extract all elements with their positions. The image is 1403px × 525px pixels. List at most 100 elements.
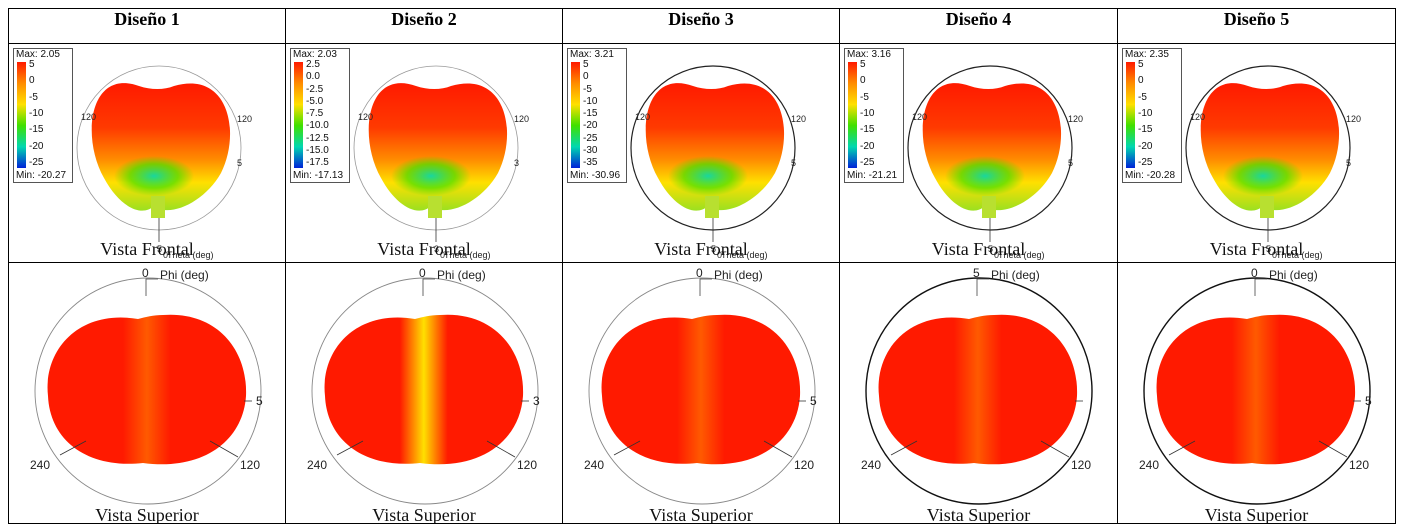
legend-min: Min: -30.96 bbox=[570, 170, 621, 181]
radius-bottom-label: 5 bbox=[711, 244, 716, 254]
legend-max: Max: 3.21 bbox=[570, 49, 614, 60]
radiation-lobe bbox=[1156, 314, 1356, 465]
phi-axis-title: Phi (deg) bbox=[1269, 268, 1318, 282]
gain-quantity-label: dB(GainTotal) bbox=[156, 261, 211, 262]
theta-axis-title: Theta (deg) bbox=[998, 250, 1045, 260]
legend-tick: -7.5 bbox=[306, 108, 324, 119]
phi-zero-label: 5 bbox=[973, 266, 980, 280]
color-legend: Max: 3.21 5 0 -5 -10 -15 -20 -25 -30 -35 Min: -30.… bbox=[567, 48, 627, 183]
theta-120-left-label: 120 bbox=[635, 112, 650, 122]
theta-120-right-label: 120 bbox=[1068, 114, 1083, 124]
top-radiation-plot: 0 Phi (deg) 3 240 120 bbox=[307, 266, 540, 505]
legend-min: Min: -17.13 bbox=[293, 170, 344, 181]
top-radiation-plot: 0 Phi (deg) 5 240 120 bbox=[30, 266, 263, 505]
phi-120-tick bbox=[1318, 440, 1348, 458]
radius-label: 5 bbox=[810, 394, 817, 408]
header-design-5: Diseño 5 bbox=[1117, 8, 1396, 44]
phi-axis-title: Phi (deg) bbox=[437, 268, 486, 282]
front-cell: Max: 2.35 5 0 -5 -10 -15 -20 -25 Min: -20.28 120 1… bbox=[1117, 43, 1396, 263]
phi-axis-line bbox=[422, 278, 435, 296]
phi-240-label: 240 bbox=[307, 458, 327, 472]
legend-tick: -5 bbox=[1138, 91, 1147, 103]
phi-240-label: 240 bbox=[584, 458, 604, 472]
polar-circle bbox=[311, 277, 539, 505]
legend-ticks: 5 0 -5 -10 -15 -20 -25 bbox=[29, 60, 71, 168]
phi-240-label: 240 bbox=[30, 458, 50, 472]
legend-tick: -5.0 bbox=[306, 95, 324, 107]
legend-tick: -12.5 bbox=[306, 132, 329, 144]
legend-tick: -20 bbox=[1138, 140, 1153, 152]
legend-color-bar bbox=[17, 62, 26, 168]
phi-240-label: 240 bbox=[861, 458, 881, 472]
front-view-caption: Vista Frontal bbox=[100, 239, 194, 259]
legend-ticks: 5 0 -5 -10 -15 -20 -25 -30 -35 bbox=[583, 60, 625, 168]
phi-axis-title: Phi (deg) bbox=[714, 268, 763, 282]
phi-120-tick bbox=[209, 440, 239, 458]
legend-tick: 5 bbox=[29, 59, 35, 70]
header-row: Diseño 1 Diseño 2 Diseño 3 Diseño 4 Dise… bbox=[8, 8, 1396, 44]
phi-zero-label: 0 bbox=[696, 266, 703, 280]
radius-bottom-label: 5 bbox=[157, 244, 162, 254]
radius-label: 5 bbox=[256, 394, 263, 408]
legend-tick: -10.0 bbox=[306, 120, 329, 132]
gain-quantity-label: dB(GainTotal) bbox=[433, 261, 488, 262]
phi-120-tick bbox=[1040, 440, 1070, 458]
legend-tick: 0 bbox=[860, 75, 866, 87]
legend-tick: 2.5 bbox=[306, 59, 320, 70]
legend-tick: -25 bbox=[29, 157, 44, 168]
phi-axis-line bbox=[1254, 278, 1267, 296]
legend-min: Min: -21.21 bbox=[847, 170, 898, 181]
legend-tick: -20 bbox=[860, 140, 875, 152]
top-view-caption: Vista Superior bbox=[649, 505, 753, 524]
radius-label: 5 bbox=[1365, 394, 1372, 408]
legend-min: Min: -20.27 bbox=[16, 170, 67, 181]
color-legend: Max: 2.05 5 0 -5 -10 -15 -20 -25 Min: -20.27 bbox=[13, 48, 73, 183]
theta-120-right-label: 120 bbox=[237, 114, 252, 124]
theta-axis-title: Theta (deg) bbox=[444, 250, 491, 260]
theta-120-right-label: 120 bbox=[1346, 114, 1361, 124]
color-legend: Max: 2.35 5 0 -5 -10 -15 -20 -25 Min: -20.28 bbox=[1122, 48, 1182, 183]
theta-zero-label: 0 bbox=[440, 250, 445, 260]
radius-bottom-label: 5 bbox=[1266, 244, 1271, 254]
top-view-caption: Vista Superior bbox=[372, 505, 476, 524]
radiation-lobe bbox=[47, 314, 247, 465]
theta-zero-label: 0 bbox=[994, 250, 999, 260]
polar-circle bbox=[1143, 277, 1371, 505]
legend-tick: 0 bbox=[29, 75, 35, 87]
radius-side-label: 5 bbox=[791, 158, 796, 168]
top-radiation-plot: 0 Phi (deg) 5 240 120 bbox=[584, 266, 817, 505]
top-view-row: 0 Phi (deg) 5 240 120 Vista Superior 0 Phi (de… bbox=[8, 262, 1396, 524]
lobe-stem bbox=[428, 196, 442, 218]
legend-tick: -5 bbox=[29, 91, 38, 103]
legend-max: Max: 2.35 bbox=[1125, 49, 1169, 60]
legend-tick: -15.0 bbox=[306, 144, 329, 156]
legend-ticks: 5 0 -5 -10 -15 -20 -25 bbox=[1138, 60, 1180, 168]
legend-tick: -25 bbox=[860, 157, 875, 168]
front-view-caption: Vista Frontal bbox=[654, 239, 748, 259]
legend-max: Max: 2.03 bbox=[293, 49, 337, 60]
legend-tick: -10 bbox=[860, 108, 875, 119]
front-view-caption: Vista Frontal bbox=[931, 239, 1026, 259]
polar-circle bbox=[34, 277, 262, 505]
radiation-lobe bbox=[324, 314, 524, 465]
phi-axis-line bbox=[976, 278, 989, 296]
top-view-caption: Vista Superior bbox=[1204, 505, 1309, 524]
front-cell: Max: 2.03 2.5 0.0 -2.5 -5.0 -7.5 -10.0 -12.5 -15… bbox=[285, 43, 563, 263]
low-gain-region bbox=[1223, 156, 1303, 196]
phi-zero-label: 0 bbox=[419, 266, 426, 280]
legend-tick: 5 bbox=[860, 59, 866, 70]
legend-tick: -15 bbox=[29, 124, 44, 136]
lobe-stem bbox=[705, 196, 719, 218]
legend-color-bar bbox=[848, 62, 857, 168]
results-table: Diseño 1 Diseño 2 Diseño 3 Diseño 4 Dise… bbox=[8, 8, 1396, 524]
theta-120-left-label: 120 bbox=[81, 112, 96, 122]
phi-120-tick bbox=[763, 440, 793, 458]
gain-quantity-label: dB(GainTotal) bbox=[710, 261, 765, 262]
radius-side-label: 5 bbox=[237, 158, 242, 168]
top-cell: 0 Phi (deg) 5 240 120 Vista Superior bbox=[8, 262, 286, 524]
low-gain-region bbox=[114, 156, 194, 196]
color-legend: Max: 3.16 5 0 -5 -10 -15 -20 -25 Min: -21.21 bbox=[844, 48, 904, 183]
